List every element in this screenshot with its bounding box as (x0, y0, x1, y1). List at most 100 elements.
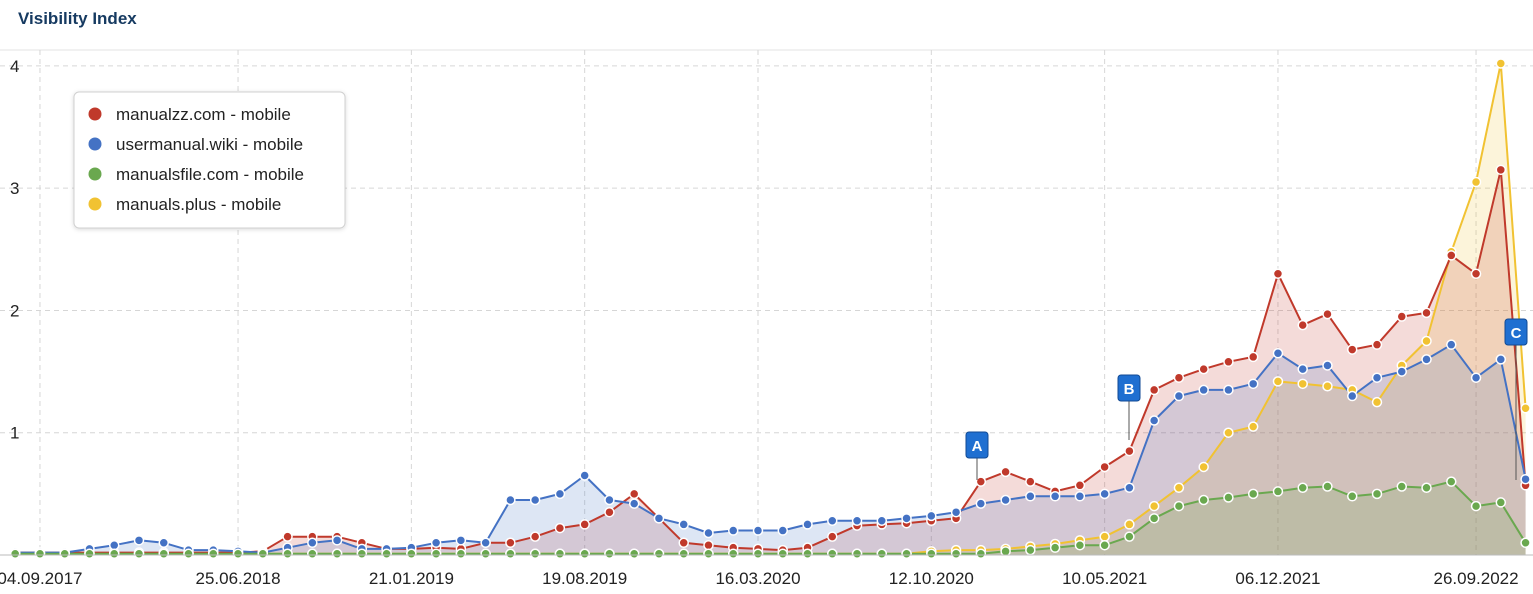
data-point (158, 537, 170, 549)
data-point (1297, 319, 1308, 331)
data-point (1247, 351, 1259, 363)
data-point (1173, 390, 1185, 402)
data-point (1223, 384, 1234, 396)
data-point (505, 548, 516, 560)
data-point (1421, 482, 1432, 493)
annotation-label: B (1124, 381, 1135, 398)
data-point (1124, 482, 1135, 493)
data-point (579, 519, 590, 530)
data-point (1099, 488, 1110, 500)
data-point (579, 470, 590, 481)
data-point (480, 537, 491, 549)
data-point (1446, 339, 1457, 350)
data-point (827, 531, 838, 542)
chart-title: Visibility Index (18, 9, 137, 28)
x-tick-label: 19.08.2019 (542, 569, 627, 588)
data-point (331, 535, 343, 546)
data-point (1346, 344, 1358, 355)
data-point (232, 548, 244, 560)
data-point (208, 548, 219, 560)
data-point (1074, 480, 1086, 491)
data-point (1099, 531, 1110, 542)
annotation-label: C (1511, 325, 1522, 342)
annotation-label: A (972, 438, 983, 455)
data-point (1198, 461, 1209, 473)
data-point (1247, 378, 1259, 390)
data-point (1495, 354, 1507, 365)
data-point (1074, 539, 1086, 551)
y-tick-label: 2 (10, 301, 19, 320)
data-point (1297, 378, 1308, 390)
data-point (529, 531, 541, 542)
annotation-flag (1117, 374, 1141, 402)
data-point (1470, 268, 1482, 280)
data-point (876, 548, 888, 560)
data-point (1000, 494, 1011, 506)
data-point (604, 506, 615, 518)
data-point (1470, 176, 1482, 188)
data-point (505, 537, 516, 549)
data-point (1297, 482, 1308, 493)
data-point (628, 498, 640, 509)
data-point (1198, 363, 1209, 375)
annotation-flag (965, 431, 989, 459)
data-point (282, 531, 293, 542)
data-point (1322, 481, 1333, 492)
legend-marker (88, 137, 102, 151)
data-point (1371, 396, 1383, 408)
data-point (529, 494, 541, 506)
data-point (1396, 311, 1408, 322)
data-point (950, 548, 962, 560)
data-point (653, 548, 665, 560)
data-point (1470, 372, 1482, 383)
x-tick-label: 04.09.2017 (0, 569, 83, 588)
data-point (1495, 164, 1507, 176)
data-point (133, 548, 145, 560)
legend-label: manualsfile.com - mobile (116, 165, 304, 184)
data-point (1049, 491, 1061, 502)
data-point (554, 488, 566, 500)
data-point (1421, 354, 1432, 365)
data-point (851, 548, 863, 560)
data-point (1446, 250, 1457, 261)
data-point (1421, 335, 1432, 347)
data-point (1198, 384, 1209, 396)
data-point (1322, 381, 1333, 392)
data-point (678, 519, 689, 530)
data-point (1074, 491, 1086, 502)
data-point (1322, 308, 1333, 320)
data-point (1173, 482, 1185, 493)
data-point (653, 513, 665, 524)
data-point (1520, 473, 1531, 485)
data-point (678, 537, 689, 549)
data-point (727, 548, 739, 560)
data-point (579, 548, 590, 560)
data-point (1272, 268, 1284, 280)
data-point (1520, 537, 1531, 549)
data-point (257, 548, 269, 560)
data-point (901, 513, 912, 524)
data-point (1495, 58, 1507, 69)
data-point (628, 488, 640, 500)
data-point (975, 498, 987, 509)
data-point (1124, 519, 1135, 530)
data-point (604, 548, 615, 560)
data-point (1346, 491, 1358, 502)
data-point (777, 548, 789, 560)
legend-box (73, 91, 346, 229)
x-tick-label: 16.03.2020 (715, 569, 800, 588)
data-point (1049, 542, 1061, 553)
data-point (901, 548, 912, 560)
legend-label: manualzz.com - mobile (116, 105, 291, 124)
data-point (975, 476, 987, 487)
data-point (430, 537, 442, 549)
x-tick-label: 12.10.2020 (889, 569, 974, 588)
data-point (1272, 486, 1284, 497)
data-point (1272, 347, 1284, 359)
data-point (1198, 494, 1209, 506)
data-point (1124, 531, 1135, 542)
data-point (1223, 427, 1234, 438)
legend-marker (88, 107, 102, 121)
x-tick-label: 06.12.2021 (1235, 569, 1320, 588)
